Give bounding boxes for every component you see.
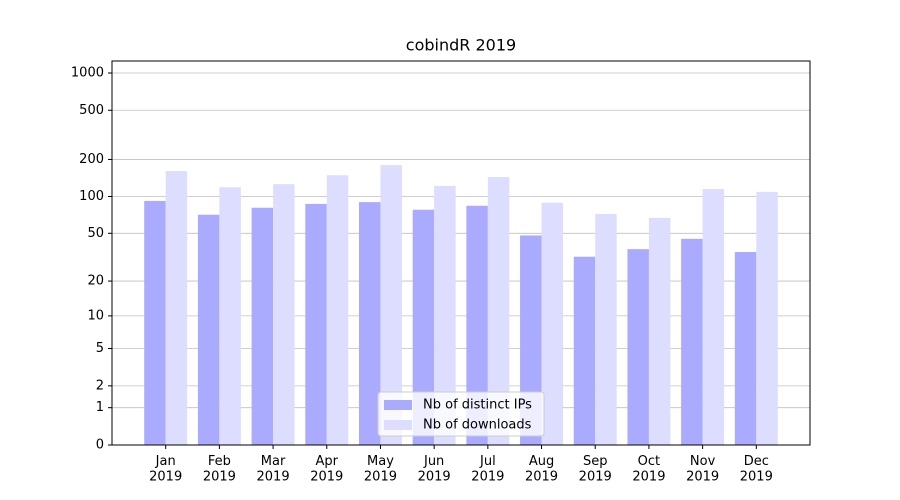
bar [197,214,220,445]
bar [251,207,274,445]
plot-frame [111,60,811,446]
x-tick-label: Feb 2019 [203,454,236,485]
y-tick-label: 1 [96,400,104,415]
bar [219,187,241,445]
x-tick-label: Sep 2019 [579,454,612,485]
bar [358,202,381,445]
y-tick-label: 2 [96,378,104,393]
bar [541,202,564,445]
x-tick-label: May 2019 [364,454,397,485]
legend-label: Nb of downloads [423,418,532,433]
bar [734,252,757,445]
legend-label: Nb of distinct IPs [423,398,532,413]
x-tick-label: Jul 2019 [471,454,504,485]
bar [595,213,617,445]
bar [487,177,510,445]
x-tick-label: Aug 2019 [525,454,558,485]
y-tick-label: 0 [96,438,104,453]
x-tick-label: Dec 2019 [740,454,773,485]
legend-swatch [384,420,412,430]
x-tick-label: Jan 2019 [149,454,182,485]
bar [756,191,778,445]
bar [648,217,671,445]
chart-title: cobindR 2019 [406,36,516,55]
bar [434,185,456,445]
bar [326,175,349,445]
bar [466,205,488,445]
bar [144,200,166,445]
legend-swatch [384,400,412,410]
x-tick-label: Mar 2019 [257,454,290,485]
y-tick-label: 1000 [71,66,104,81]
y-tick-label: 500 [79,103,104,118]
x-tick-label: Apr 2019 [310,454,343,485]
y-tick-label: 200 [79,152,104,167]
y-tick-label: 100 [79,189,104,204]
bar [380,165,402,445]
y-tick-label: 50 [87,226,104,241]
y-tick-label: 10 [87,308,104,323]
bar [305,203,327,445]
bar [702,189,725,445]
y-tick-label: 20 [87,274,104,289]
x-tick-label: Oct 2019 [632,454,665,485]
bar [681,238,703,445]
legend: Nb of distinct IPs Nb of downloads [377,391,545,437]
x-tick-label: Jun 2019 [418,454,451,485]
bar [273,184,295,445]
bar [165,171,188,446]
y-tick-label: 5 [96,341,104,356]
legend-box [377,391,545,437]
x-tick-label: Nov 2019 [686,454,719,485]
bar [573,256,596,445]
bar [627,249,649,445]
bar [412,209,435,445]
